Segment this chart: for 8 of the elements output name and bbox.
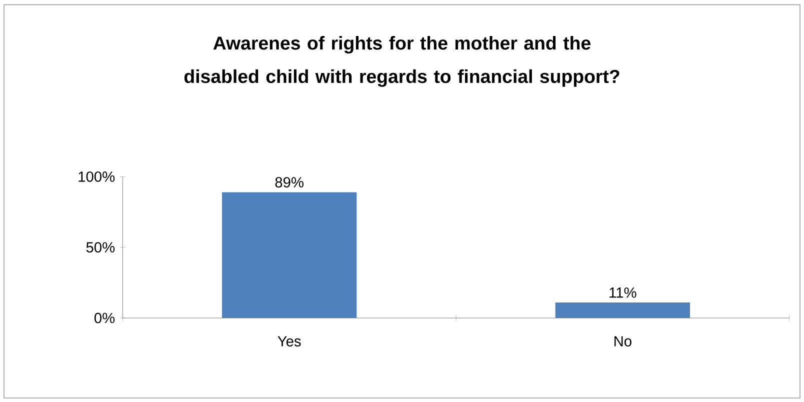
x-tick-label: No [614,336,632,346]
y-tick-label: 100% [78,171,115,182]
x-tick-label: Yes [278,336,301,346]
data-label: 11% [610,287,636,298]
chart-title: Awarenes of rights for the mother and the disabled child with regards to financial support? [184,36,620,87]
data-label: 89% [275,177,304,188]
y-tick-label: 0% [94,312,115,324]
y-tick-label: 50% [86,242,115,253]
